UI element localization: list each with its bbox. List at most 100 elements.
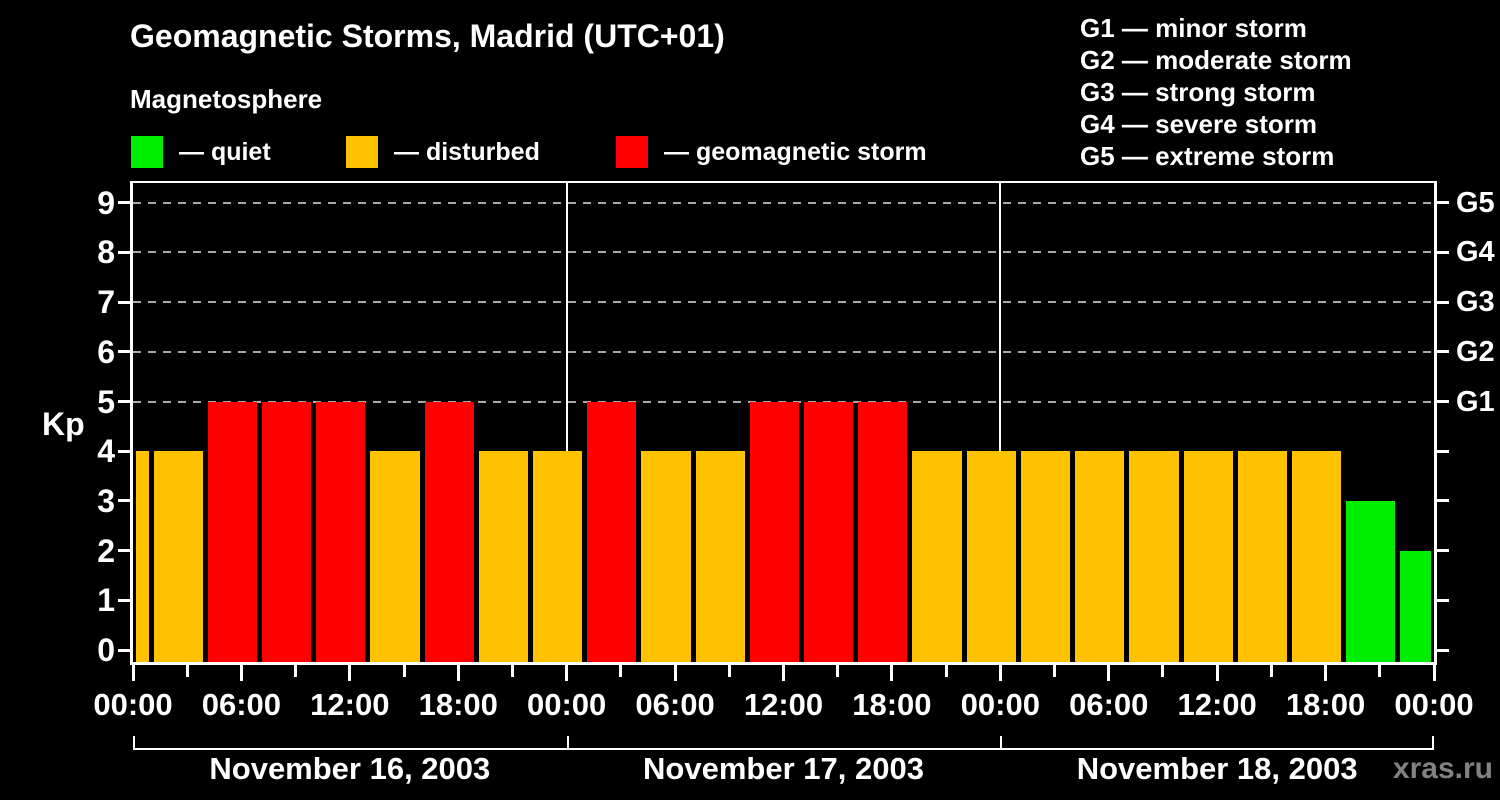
y-axis-label: 0 bbox=[97, 632, 115, 668]
y-axis-label: 6 bbox=[97, 333, 115, 370]
y-axis-tick bbox=[118, 598, 130, 602]
y-axis-label: 1 bbox=[97, 582, 115, 619]
x-axis-minor-tick bbox=[185, 665, 189, 677]
x-axis-time-label: 06:00 bbox=[201, 687, 282, 722]
day-bracket-tick bbox=[1000, 736, 1003, 748]
kp-bar-disturbed bbox=[1291, 451, 1342, 662]
y-axis-label: 8 bbox=[97, 234, 115, 271]
x-axis-minor-tick bbox=[836, 665, 840, 677]
right-axis-tick bbox=[1437, 648, 1449, 652]
y-axis-line bbox=[130, 181, 133, 665]
right-axis-tick bbox=[1437, 300, 1449, 304]
day-bracket-tick bbox=[566, 736, 569, 748]
x-axis-major-tick bbox=[1324, 665, 1328, 681]
day-separator bbox=[999, 183, 1002, 662]
legend-item-storm: — geomagnetic storm bbox=[616, 134, 927, 170]
kp-bar-storm bbox=[804, 401, 854, 662]
right-axis-tick bbox=[1437, 250, 1449, 254]
legend-label-disturbed: — disturbed bbox=[394, 137, 540, 166]
kp-bar-disturbed bbox=[135, 451, 149, 662]
right-axis-tick bbox=[1437, 449, 1449, 453]
y-axis-tick bbox=[118, 499, 130, 503]
kp-bar-disturbed bbox=[641, 451, 691, 662]
right-axis-tick bbox=[1437, 598, 1449, 602]
kp-bar-storm bbox=[424, 401, 474, 662]
legend-label-quiet: — quiet bbox=[179, 137, 271, 166]
x-axis-minor-tick bbox=[727, 665, 731, 677]
kp-bar-disturbed bbox=[478, 451, 529, 662]
x-axis-time-label: 06:00 bbox=[635, 687, 715, 722]
kp-bar-disturbed bbox=[1183, 451, 1233, 662]
x-axis-time-label: 12:00 bbox=[1177, 687, 1257, 722]
day-bracket-tick bbox=[133, 736, 135, 748]
right-axis-tick bbox=[1437, 549, 1449, 553]
x-axis-time-label: 00:00 bbox=[527, 687, 607, 722]
x-axis-major-tick bbox=[998, 665, 1002, 681]
x-axis-time-label: 18:00 bbox=[852, 687, 932, 722]
y-axis-tick bbox=[118, 201, 130, 205]
y-axis-tick bbox=[118, 648, 130, 652]
y-axis-tick bbox=[118, 350, 130, 354]
kp-bar-disturbed bbox=[695, 451, 745, 662]
x-axis-major-tick bbox=[348, 665, 352, 681]
kp-bar-disturbed bbox=[533, 451, 583, 662]
gridline-kp-9 bbox=[133, 201, 1434, 204]
plot-top-border bbox=[130, 181, 1437, 183]
right-axis-tick bbox=[1437, 350, 1449, 354]
x-axis-time-label: 12:00 bbox=[310, 687, 390, 722]
x-axis-time-label: 00:00 bbox=[1394, 687, 1474, 722]
x-axis-time-label: 18:00 bbox=[1285, 687, 1366, 722]
gridline-kp-7 bbox=[133, 301, 1434, 304]
x-axis-time-label: 12:00 bbox=[743, 687, 824, 722]
watermark-xras-ru: xras.ru bbox=[1392, 752, 1493, 785]
right-axis-tick bbox=[1437, 499, 1449, 503]
y-axis-tick bbox=[118, 449, 130, 453]
kp-bar-quiet bbox=[1346, 500, 1396, 662]
x-axis-time-label: 00:00 bbox=[93, 687, 173, 722]
right-axis-label-g4: G4 bbox=[1456, 236, 1495, 269]
date-label-day-1: November 16, 2003 bbox=[209, 751, 491, 786]
x-axis-time-label: 18:00 bbox=[418, 687, 498, 722]
g-legend-line-5: G5 — extreme storm bbox=[1080, 141, 1335, 171]
kp-bar-disturbed bbox=[1020, 451, 1071, 662]
right-axis-label-g1: G1 bbox=[1456, 385, 1495, 418]
y-axis-label: 4 bbox=[97, 433, 115, 470]
kp-bar-disturbed bbox=[1237, 451, 1287, 662]
legend-item-quiet: — quiet bbox=[131, 134, 271, 170]
g-scale-legend: G1 — minor storm G2 — moderate storm G3 — … bbox=[1080, 12, 1352, 172]
g-legend-line-2: G2 — moderate storm bbox=[1080, 45, 1352, 75]
x-axis-major-tick bbox=[565, 665, 569, 681]
right-axis-line bbox=[1434, 181, 1437, 665]
y-axis-label: 9 bbox=[97, 184, 115, 221]
right-axis-label-g3: G3 bbox=[1456, 286, 1495, 319]
x-axis-time-label: 00:00 bbox=[960, 687, 1040, 722]
x-axis-major-tick bbox=[239, 665, 243, 681]
g-legend-line-3: G3 — strong storm bbox=[1080, 77, 1316, 107]
kp-bar-storm bbox=[587, 401, 637, 662]
day-bracket-tick bbox=[1432, 736, 1434, 748]
x-axis-major-tick bbox=[131, 665, 135, 681]
right-axis-tick bbox=[1437, 400, 1449, 403]
x-axis-minor-tick bbox=[1161, 665, 1165, 677]
day-separator bbox=[565, 183, 568, 662]
x-axis-major-tick bbox=[673, 665, 677, 681]
legend-swatch-quiet bbox=[131, 136, 163, 168]
kp-bar-storm bbox=[858, 401, 908, 662]
kp-bar-storm bbox=[207, 401, 257, 662]
kp-bar-disturbed bbox=[912, 451, 962, 662]
y-axis-tick bbox=[118, 300, 130, 304]
kp-bar-storm bbox=[316, 401, 366, 662]
x-axis-minor-tick bbox=[1269, 665, 1273, 677]
legend-swatch-disturbed bbox=[346, 136, 378, 168]
kp-bar-disturbed bbox=[1075, 451, 1125, 662]
kp-bar-disturbed bbox=[966, 451, 1016, 662]
legend-item-disturbed: — disturbed bbox=[346, 134, 540, 170]
y-axis-label: 3 bbox=[97, 482, 115, 519]
date-label-day-3: November 18, 2003 bbox=[1076, 751, 1358, 786]
g-legend-line-4: G4 — severe storm bbox=[1080, 109, 1318, 139]
x-axis-time-label: 06:00 bbox=[1069, 687, 1149, 722]
right-axis-tick bbox=[1437, 201, 1449, 205]
x-axis-major-tick bbox=[782, 665, 785, 681]
